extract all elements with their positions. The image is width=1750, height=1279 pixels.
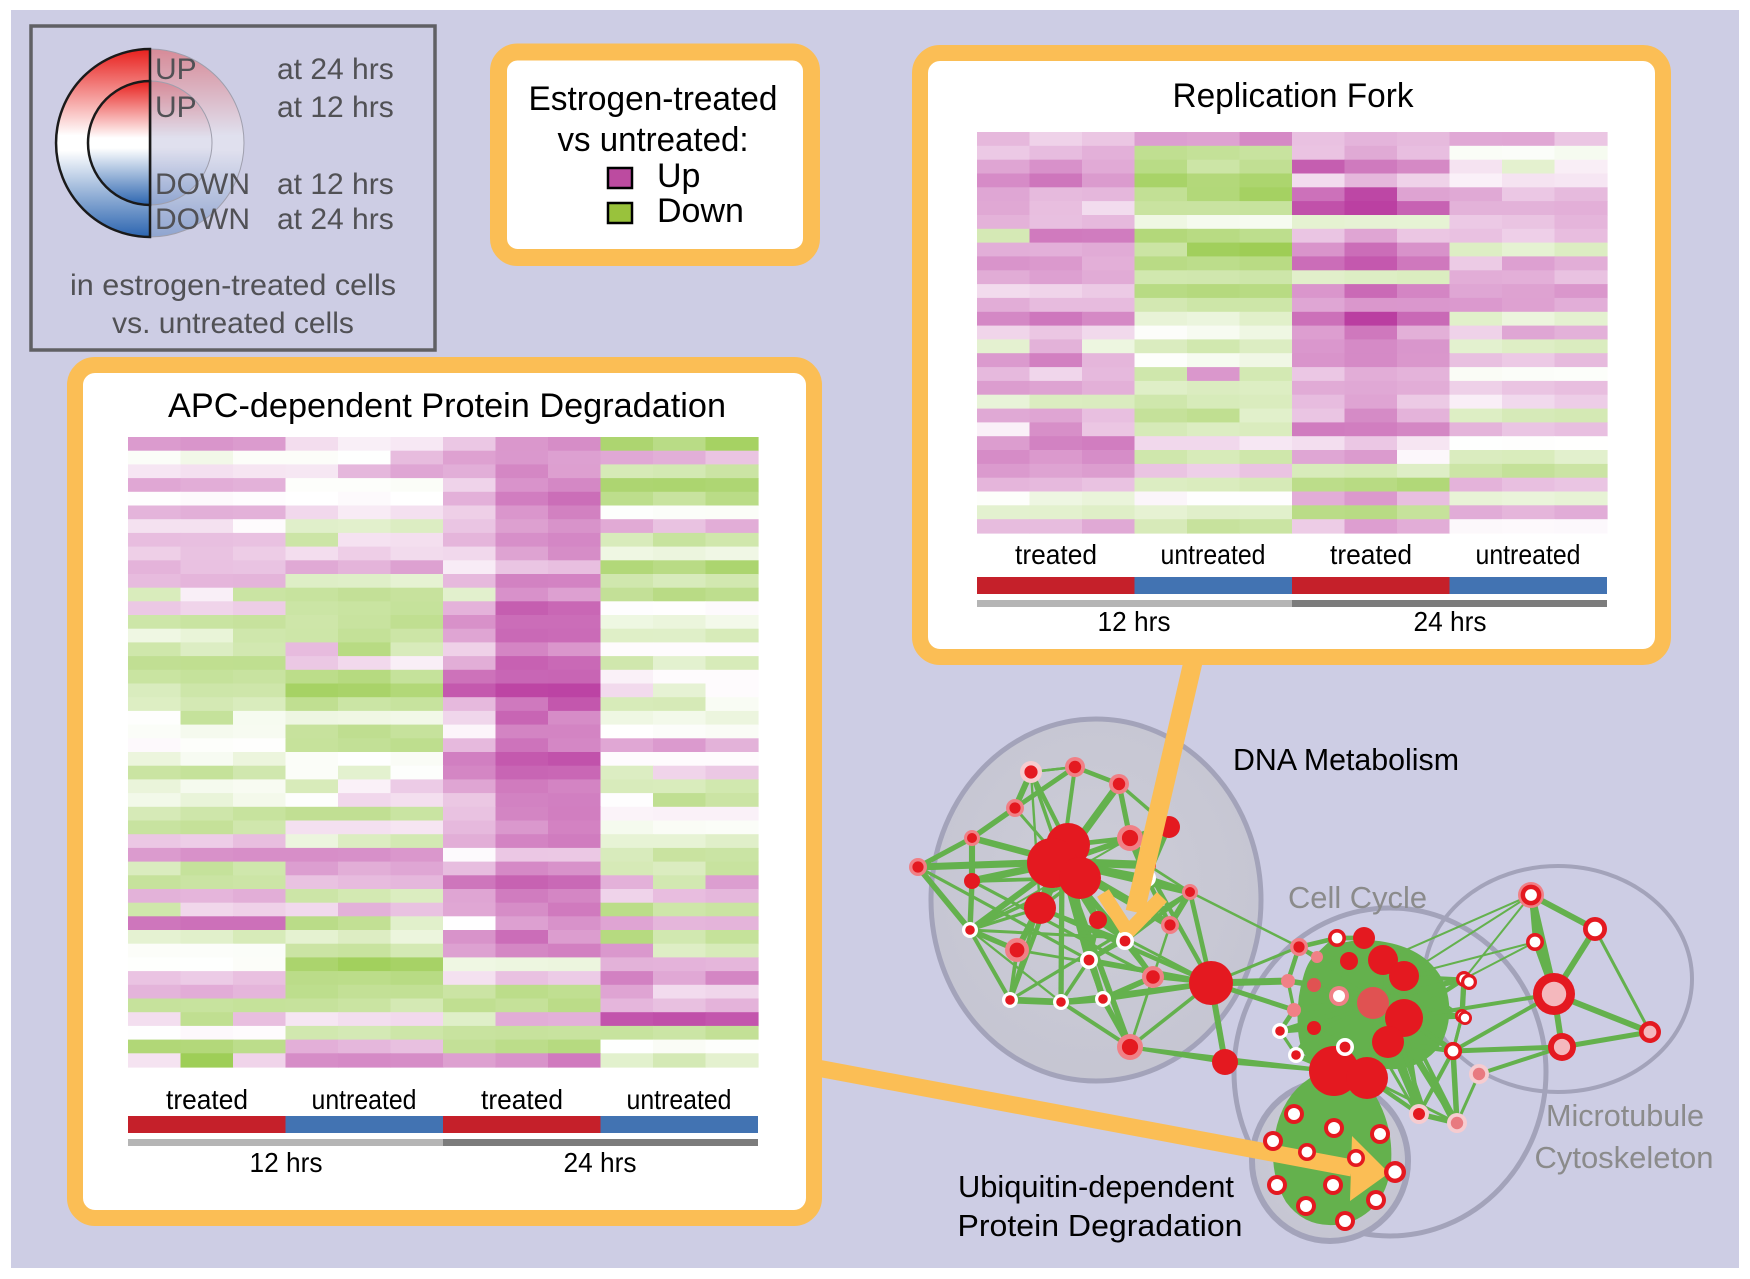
- svg-text:vs untreated:: vs untreated:: [558, 121, 749, 159]
- svg-text:vs. untreated cells: vs. untreated cells: [112, 307, 354, 340]
- svg-text:Ubiquitin-dependent: Ubiquitin-dependent: [958, 1169, 1234, 1204]
- svg-text:untreated: untreated: [627, 1084, 732, 1115]
- svg-text:Cytoskeleton: Cytoskeleton: [1535, 1140, 1714, 1175]
- svg-text:Down: Down: [657, 192, 744, 230]
- svg-text:APC-dependent Protein Degradat: APC-dependent Protein Degradation: [168, 387, 726, 425]
- svg-text:at 12 hrs: at 12 hrs: [277, 91, 394, 124]
- svg-text:at 24 hrs: at 24 hrs: [277, 53, 394, 86]
- svg-text:DOWN: DOWN: [155, 203, 250, 236]
- svg-text:UP: UP: [155, 91, 197, 124]
- svg-text:treated: treated: [166, 1084, 248, 1115]
- svg-text:UP: UP: [155, 53, 197, 86]
- svg-text:Protein Degradation: Protein Degradation: [958, 1208, 1243, 1243]
- svg-text:24 hrs: 24 hrs: [1414, 606, 1487, 637]
- svg-text:at 12 hrs: at 12 hrs: [277, 168, 394, 201]
- svg-text:treated: treated: [1330, 539, 1412, 570]
- svg-text:Replication Fork: Replication Fork: [1173, 77, 1415, 115]
- svg-text:untreated: untreated: [312, 1084, 417, 1115]
- svg-text:treated: treated: [1015, 539, 1097, 570]
- svg-text:DOWN: DOWN: [155, 168, 250, 201]
- svg-text:24 hrs: 24 hrs: [564, 1147, 637, 1178]
- svg-text:Microtubule: Microtubule: [1546, 1098, 1704, 1133]
- svg-text:at 24 hrs: at 24 hrs: [277, 203, 394, 236]
- svg-text:DNA Metabolism: DNA Metabolism: [1233, 742, 1459, 777]
- svg-text:untreated: untreated: [1161, 539, 1266, 570]
- svg-text:Up: Up: [657, 157, 700, 195]
- svg-text:untreated: untreated: [1476, 539, 1581, 570]
- svg-text:treated: treated: [481, 1084, 563, 1115]
- svg-text:12 hrs: 12 hrs: [250, 1147, 323, 1178]
- svg-text:Estrogen-treated: Estrogen-treated: [529, 80, 778, 118]
- svg-text:12 hrs: 12 hrs: [1098, 606, 1171, 637]
- svg-text:Cell Cycle: Cell Cycle: [1288, 880, 1427, 915]
- svg-text:in estrogen-treated cells: in estrogen-treated cells: [70, 269, 396, 302]
